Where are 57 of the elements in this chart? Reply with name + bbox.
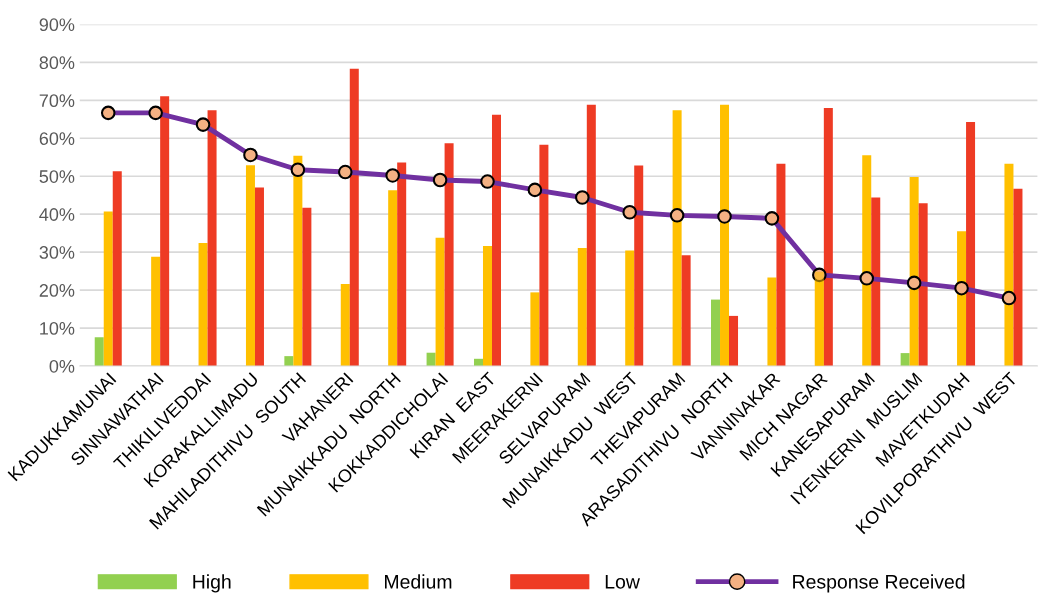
bar <box>1004 163 1014 366</box>
bar <box>539 144 549 366</box>
bar <box>966 121 976 366</box>
bar <box>530 292 540 366</box>
bar <box>94 337 104 366</box>
bar <box>720 104 730 366</box>
bar <box>918 203 928 366</box>
legend-label: Response Received <box>793 574 965 593</box>
bar <box>151 256 161 366</box>
bar <box>586 104 596 366</box>
bar <box>245 165 255 366</box>
bar <box>1013 188 1023 366</box>
bar <box>426 352 436 366</box>
bar <box>388 190 398 366</box>
bar <box>767 277 777 366</box>
bar <box>198 243 208 366</box>
bar <box>491 114 501 366</box>
bar <box>577 247 587 366</box>
y-tick-label: 10% <box>40 321 75 335</box>
y-tick-label: 60% <box>39 132 75 145</box>
bar <box>711 299 721 366</box>
legend-label: Low <box>605 575 640 589</box>
bar <box>254 187 264 366</box>
bar <box>871 197 881 366</box>
bar <box>776 163 786 366</box>
y-tick-label: 70% <box>39 94 75 108</box>
bar <box>823 107 833 366</box>
bar <box>681 255 691 366</box>
y-tick-label: 20% <box>39 284 75 297</box>
bar <box>340 284 350 366</box>
bar <box>444 143 454 366</box>
bar <box>634 165 644 366</box>
bar <box>302 207 312 366</box>
bar <box>349 68 359 366</box>
bar <box>207 110 217 366</box>
bar <box>862 155 872 366</box>
bar <box>160 96 170 366</box>
y-tick-label: 30% <box>39 246 75 259</box>
bar <box>909 176 919 366</box>
bar <box>729 315 739 366</box>
y-tick-label: 80% <box>39 56 75 70</box>
bar <box>625 250 635 366</box>
bar <box>482 246 492 366</box>
legend-label: High <box>193 574 231 593</box>
bar <box>672 110 682 366</box>
legend-label: Medium <box>385 574 452 589</box>
y-tick-label: 90% <box>39 18 75 32</box>
bar <box>103 211 113 366</box>
y-tick-label: 0% <box>49 359 75 373</box>
bar <box>397 162 407 366</box>
bar <box>435 237 445 366</box>
bar <box>284 356 294 366</box>
bar <box>293 155 303 366</box>
y-tick-label: 50% <box>39 170 75 183</box>
bar <box>112 171 122 366</box>
bar <box>900 353 910 366</box>
y-tick-label: 40% <box>39 208 75 221</box>
